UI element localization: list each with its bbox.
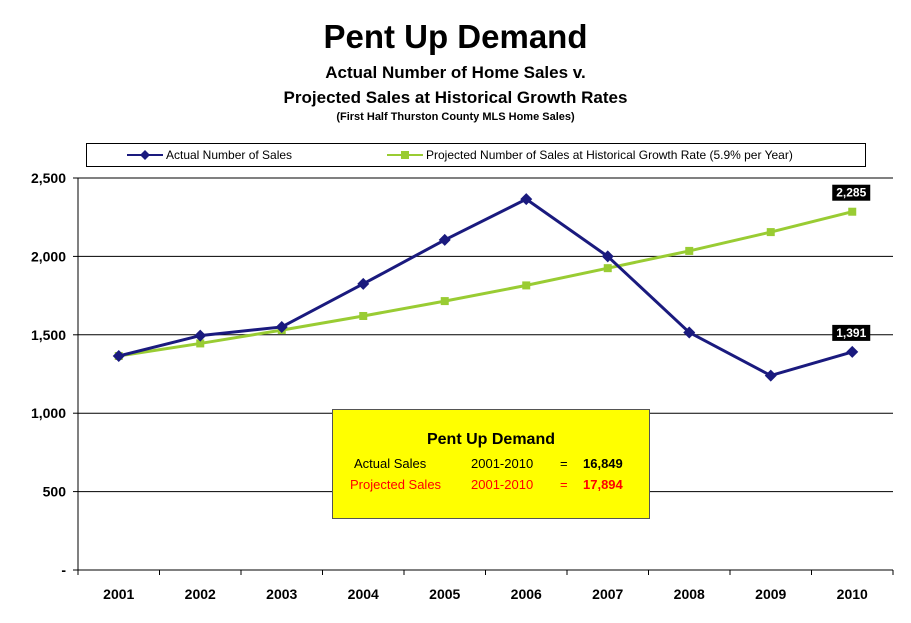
callout-actual-value: 16,849 xyxy=(583,456,623,471)
legend-actual-swatch xyxy=(127,150,163,160)
data-point-projected-2002 xyxy=(196,339,205,348)
y-tick-label: 1,000 xyxy=(31,405,66,421)
callout-actual-label: Actual Sales xyxy=(354,456,427,471)
y-tick-label: 500 xyxy=(43,484,67,500)
y-tick-label: 2,500 xyxy=(31,170,66,186)
data-point-projected-2009 xyxy=(766,228,775,237)
data-point-actual-2010 xyxy=(846,345,859,358)
legend-projected-swatch xyxy=(387,151,423,159)
x-tick-label: 2003 xyxy=(266,586,297,602)
data-point-actual-2009 xyxy=(764,369,777,382)
x-tick-label: 2007 xyxy=(592,586,623,602)
data-point-projected-2004 xyxy=(359,311,368,320)
data-point-actual-2004 xyxy=(357,277,370,290)
data-point-actual-2008 xyxy=(683,326,696,339)
chart-subtitle-line-1: Actual Number of Home Sales v. xyxy=(325,63,586,82)
chart-subtitle-line-2: Projected Sales at Historical Growth Rat… xyxy=(283,88,628,107)
callout-actual-range: 2001-2010 xyxy=(471,456,534,471)
y-tick-label: 1,500 xyxy=(31,327,66,343)
callout-projected-label: Projected Sales xyxy=(350,477,442,492)
data-point-actual-2001 xyxy=(112,349,125,362)
data-point-projected-2010 xyxy=(848,207,857,216)
data-point-actual-2006 xyxy=(520,193,533,206)
x-tick-label: 2010 xyxy=(837,586,868,602)
x-tick-label: 2002 xyxy=(185,586,216,602)
callout-projected-range: 2001-2010 xyxy=(471,477,534,492)
data-point-actual-2007 xyxy=(601,250,614,263)
x-tick-label: 2004 xyxy=(348,586,379,602)
callout-title: Pent Up Demand xyxy=(426,431,555,448)
series-line-projected xyxy=(118,210,853,358)
x-tick-label: 2006 xyxy=(511,586,542,602)
data-point-projected-2005 xyxy=(440,297,449,306)
data-point-actual-2002 xyxy=(194,329,207,342)
end-label-box-projected xyxy=(832,184,871,201)
x-tick-label: 2005 xyxy=(429,586,460,602)
x-tick-label: 2008 xyxy=(674,586,705,602)
chart-title: Pent Up Demand xyxy=(323,18,588,55)
end-label-projected: 2,285 xyxy=(836,186,866,200)
callout-projected-value: 17,894 xyxy=(583,477,623,492)
y-tick-label: - xyxy=(61,562,66,578)
pent-up-demand-callout: Pent Up Demand Actual Sales 2001-2010 = … xyxy=(332,409,650,519)
x-tick-label: 2001 xyxy=(103,586,134,602)
data-point-projected-2007 xyxy=(603,264,612,273)
legend-actual-label: Actual Number of Sales xyxy=(166,148,293,162)
data-point-projected-2008 xyxy=(685,246,694,255)
x-tick-label: 2009 xyxy=(755,586,786,602)
end-label-actual: 1,391 xyxy=(836,326,866,340)
legend-item-actual: Actual Number of Sales xyxy=(127,144,292,166)
callout-actual-equals: = xyxy=(560,456,568,471)
chart-legend: Actual Number of Sales Projected Number … xyxy=(86,143,866,167)
data-point-actual-2003 xyxy=(275,320,288,333)
callout-projected-equals: = xyxy=(560,477,568,492)
data-point-projected-2006 xyxy=(522,281,531,290)
data-point-actual-2005 xyxy=(438,233,451,246)
chart-source-note: (First Half Thurston County MLS Home Sal… xyxy=(336,111,575,123)
legend-projected-label: Projected Number of Sales at Historical … xyxy=(426,148,793,162)
series-line-actual xyxy=(118,197,853,378)
y-tick-label: 2,000 xyxy=(31,248,66,264)
legend-item-projected: Projected Number of Sales at Historical … xyxy=(387,144,793,166)
end-label-box-actual xyxy=(832,324,871,341)
